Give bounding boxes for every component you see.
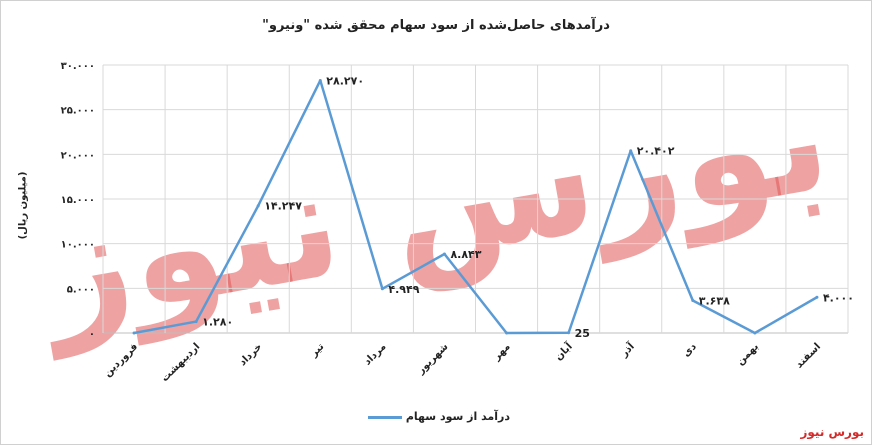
x-tick-label: خرداد	[237, 341, 264, 368]
y-tick-label: ۳۰.۰۰۰	[61, 61, 95, 72]
x-tick-label: شهریور	[415, 341, 451, 377]
data-point	[380, 287, 384, 291]
x-tick-label: مرداد	[362, 341, 388, 367]
data-label: ۴.۰۰۰	[823, 291, 854, 304]
x-tick-label: مهر	[491, 341, 513, 363]
data-label: ۴.۹۴۹	[388, 283, 419, 296]
legend: درآمد از سود سهام	[0, 410, 872, 423]
data-point	[256, 204, 260, 208]
y-tick-label: ۰	[89, 329, 95, 340]
y-tick-label: ۵.۰۰۰	[67, 284, 95, 295]
chart-title: درآمدهای حاصل‌شده از سود سهام محقق شده "…	[262, 18, 610, 33]
y-tick-label: ۱۵.۰۰۰	[61, 195, 95, 206]
y-tick-label: ۲۵.۰۰۰	[61, 106, 95, 117]
x-tick-label: دی	[681, 341, 699, 359]
data-label: ۱.۲۸۰	[202, 316, 233, 329]
series-line	[133, 79, 818, 335]
x-tick-label: تیر	[308, 341, 327, 360]
y-tick-label: ۲۰.۰۰۰	[61, 150, 95, 161]
data-point	[753, 331, 757, 335]
data-label: ۳.۶۳۸	[699, 295, 730, 308]
data-point	[567, 331, 571, 335]
data-label: ۲۸.۲۷۰	[326, 74, 364, 87]
x-tick-label: آبان	[552, 340, 575, 363]
y-tick-label: ۱۰.۰۰۰	[61, 240, 95, 251]
data-label: ۱۴.۲۴۷	[264, 200, 302, 213]
x-tick-label: اردیبهشت	[159, 341, 202, 384]
data-point	[132, 331, 136, 335]
x-tick-label: بهمن	[735, 341, 761, 367]
legend-swatch	[368, 415, 402, 419]
brand-label: بورس نیوز	[800, 425, 864, 439]
x-tick-label: آذر	[617, 340, 637, 360]
data-point	[318, 78, 322, 82]
data-point	[194, 320, 198, 324]
legend-label: درآمد از سود سهام	[405, 410, 510, 423]
data-label: ۲۰.۴۰۲	[637, 145, 675, 158]
data-point	[815, 295, 819, 299]
data-label: 25	[575, 327, 590, 340]
data-label: ۸.۸۴۳	[450, 248, 481, 261]
data-point	[629, 149, 633, 153]
x-tick-label: اسفند	[794, 341, 823, 370]
data-point	[691, 299, 695, 303]
data-point	[505, 331, 509, 335]
data-point	[442, 252, 446, 256]
